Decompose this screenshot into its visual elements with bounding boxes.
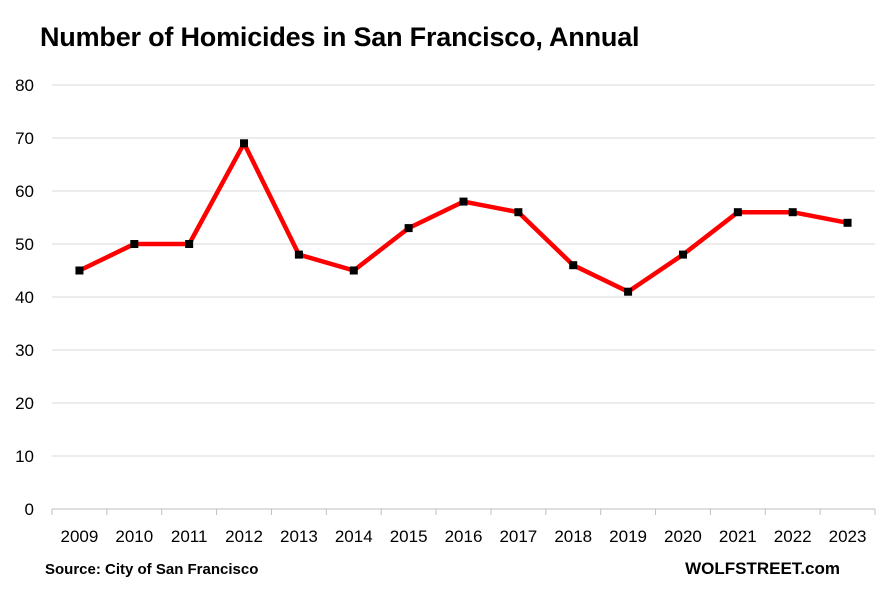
source-note: Source: City of San Francisco xyxy=(45,561,259,578)
x-tick-label: 2022 xyxy=(774,527,812,546)
data-point-marker xyxy=(349,266,358,275)
x-tick-label: 2017 xyxy=(499,527,537,546)
data-point-marker xyxy=(624,287,633,296)
x-tick-label: 2023 xyxy=(829,527,867,546)
x-tick-label: 2015 xyxy=(390,527,428,546)
data-point-marker xyxy=(788,208,797,217)
data-point-marker xyxy=(843,218,852,227)
x-tick-label: 2019 xyxy=(609,527,647,546)
y-tick-label: 20 xyxy=(15,394,34,413)
x-tick-label: 2009 xyxy=(61,527,99,546)
y-tick-label: 80 xyxy=(15,76,34,95)
x-tick-label: 2010 xyxy=(115,527,153,546)
data-point-marker xyxy=(130,240,139,248)
data-point-marker xyxy=(185,240,194,248)
y-tick-label: 0 xyxy=(25,500,34,519)
data-point-marker xyxy=(514,208,523,217)
x-tick-label: 2014 xyxy=(335,527,373,546)
series-line xyxy=(77,141,850,294)
x-axis-ticks: 2009 2010 2011 2012 2013 2014 2015 2016 2017 2018… xyxy=(51,509,876,546)
series-group xyxy=(75,139,852,296)
data-point-marker xyxy=(240,139,249,148)
data-point-marker xyxy=(294,250,303,259)
x-tick-label: 2021 xyxy=(719,527,757,546)
y-tick-label: 50 xyxy=(15,235,34,254)
x-tick-label: 2011 xyxy=(171,527,208,546)
x-tick-label: 2020 xyxy=(664,527,702,546)
x-tick-label: 2018 xyxy=(554,527,592,546)
x-tick-label: 2016 xyxy=(445,527,483,546)
y-axis-ticks: 0 10 20 30 40 50 60 70 80 xyxy=(15,76,34,519)
y-tick-label: 70 xyxy=(15,129,34,148)
data-point-marker xyxy=(569,261,578,270)
y-tick-label: 60 xyxy=(15,182,34,201)
y-tick-label: 40 xyxy=(15,288,34,307)
x-tick-label: 2013 xyxy=(280,527,318,546)
data-point-marker xyxy=(733,208,742,217)
gridlines xyxy=(52,84,875,510)
y-tick-label: 10 xyxy=(15,447,34,466)
x-tick-label: 2012 xyxy=(225,527,263,546)
data-point-marker xyxy=(404,224,413,233)
chart-title: Number of Homicides in San Francisco, An… xyxy=(40,22,640,52)
brand-watermark: WOLFSTREET.com xyxy=(685,559,840,578)
data-point-marker xyxy=(75,266,84,275)
data-point-marker xyxy=(459,197,468,206)
y-tick-label: 30 xyxy=(15,341,34,360)
data-point-marker xyxy=(678,250,687,259)
